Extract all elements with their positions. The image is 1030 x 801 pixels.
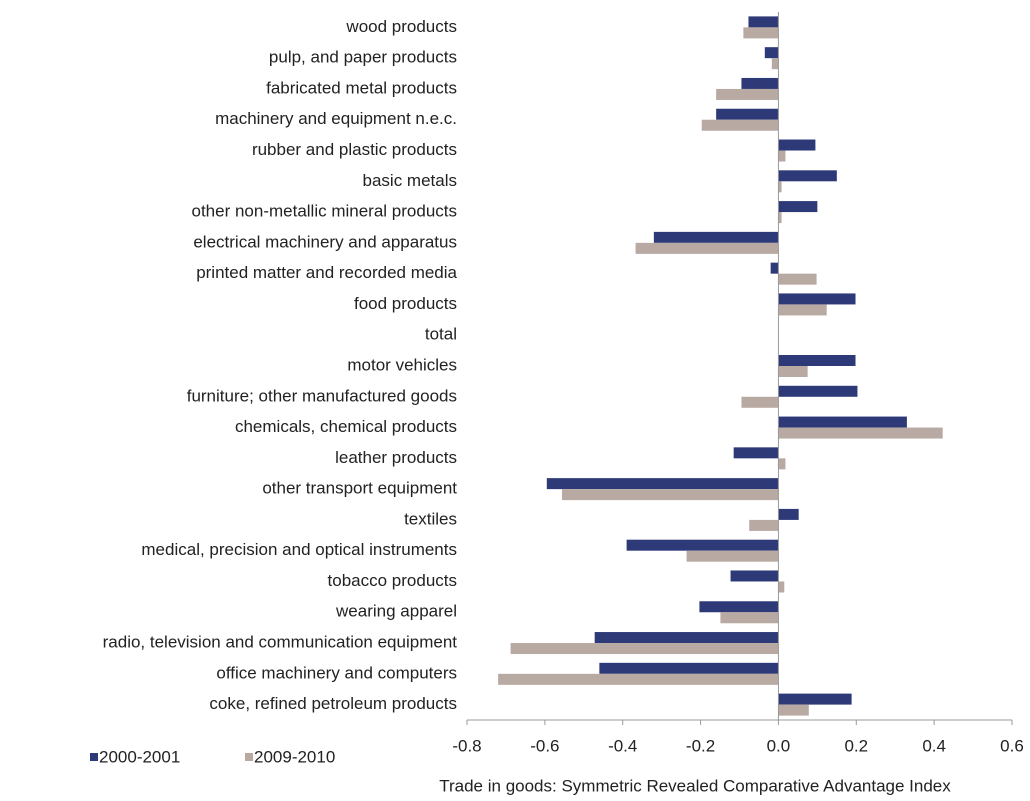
y-tick-label: other transport equipment: [262, 479, 457, 498]
y-tick-label: radio, television and communication equi…: [103, 633, 458, 652]
bar: [561, 489, 779, 501]
y-tick-label: wood products: [345, 17, 457, 36]
legend-swatch: [90, 753, 98, 761]
y-tick-label: electrical machinery and apparatus: [193, 232, 457, 251]
bar: [778, 693, 852, 705]
legend-label: 2009-2010: [254, 747, 335, 766]
y-tick-label: chemicals, chemical products: [235, 417, 457, 436]
y-tick-label: motor vehicles: [347, 355, 457, 374]
y-tick-label: pulp, and paper products: [269, 48, 457, 67]
y-tick-label: total: [425, 325, 457, 344]
bar: [716, 108, 779, 120]
y-tick-label: other non-metallic mineral products: [191, 202, 457, 221]
bar: [743, 27, 779, 39]
y-tick-label: fabricated metal products: [266, 78, 457, 97]
bar: [686, 550, 779, 562]
bar: [716, 88, 779, 100]
bar: [778, 304, 827, 316]
bar: [741, 77, 779, 89]
bar: [778, 273, 817, 285]
bar: [778, 581, 785, 593]
bar: [778, 181, 782, 193]
x-tick-label: 0.0: [767, 736, 791, 755]
bar: [778, 458, 786, 470]
bar: [778, 170, 837, 182]
bar: [778, 427, 943, 439]
bar: [510, 643, 779, 655]
bar: [778, 508, 799, 520]
y-tick-label: wearing apparel: [335, 602, 457, 621]
x-tick-label: 0.6: [1000, 736, 1024, 755]
x-tick-label: 0.2: [844, 736, 868, 755]
bar: [599, 662, 779, 674]
y-tick-label: coke, refined petroleum products: [209, 694, 457, 713]
bar: [594, 632, 779, 644]
bar: [626, 539, 779, 551]
legend-swatch: [245, 753, 253, 761]
bar: [778, 355, 856, 366]
bar: [748, 16, 779, 28]
y-tick-label: office machinery and computers: [216, 663, 457, 682]
legend-label: 2000-2001: [99, 747, 180, 766]
bar: [733, 447, 779, 459]
y-tick-label: medical, precision and optical instrumen…: [141, 540, 457, 559]
bar: [699, 601, 779, 613]
y-tick-label: printed matter and recorded media: [196, 263, 457, 282]
bar: [741, 396, 779, 408]
bar: [653, 231, 779, 243]
y-tick-label: furniture; other manufactured goods: [187, 386, 457, 405]
bar: [778, 212, 782, 224]
bar: [778, 366, 808, 377]
x-tick-label: -0.4: [608, 736, 637, 755]
x-tick-label: -0.2: [686, 736, 715, 755]
bar: [749, 519, 779, 531]
y-tick-label: basic metals: [363, 171, 457, 190]
bar: [635, 242, 779, 254]
y-tick-label: tobacco products: [328, 571, 457, 590]
bar: [498, 673, 779, 685]
bar: [771, 58, 779, 70]
x-axis-title: Trade in goods: Symmetric Revealed Compa…: [439, 776, 951, 795]
y-tick-label: rubber and plastic products: [252, 140, 457, 159]
y-tick-label: machinery and equipment n.e.c.: [215, 109, 457, 128]
y-tick-label: leather products: [335, 448, 457, 467]
x-tick-label: -0.8: [452, 736, 481, 755]
bar: [764, 47, 779, 59]
bar: [778, 416, 907, 428]
bar: [778, 293, 856, 305]
bar: [778, 201, 818, 213]
bar: [778, 150, 786, 162]
bar: [701, 119, 779, 131]
x-tick-label: -0.6: [530, 736, 559, 755]
bar: [778, 385, 858, 397]
bar: [720, 612, 779, 624]
x-tick-label: 0.4: [922, 736, 946, 755]
bar: [770, 262, 779, 274]
y-tick-label: food products: [354, 294, 457, 313]
bar: [730, 570, 779, 582]
bar: [778, 139, 816, 151]
bar: [546, 478, 779, 490]
bar: [778, 704, 809, 716]
y-tick-label: textiles: [404, 509, 457, 528]
